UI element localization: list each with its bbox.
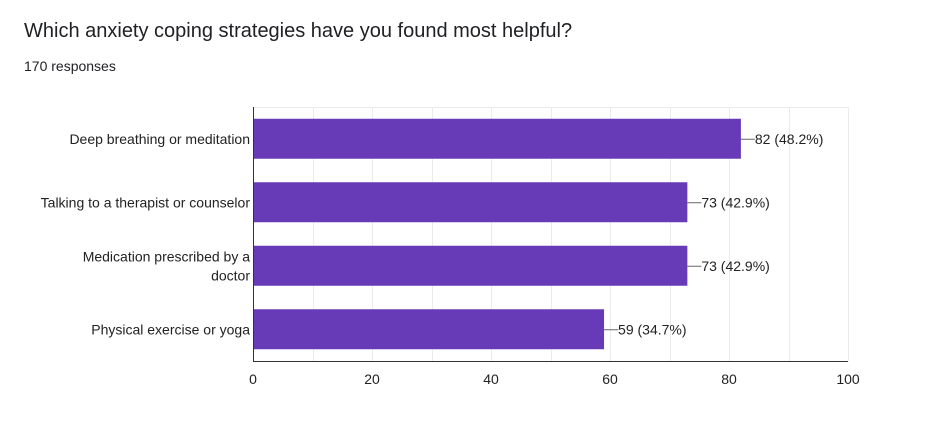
- question-title: Which anxiety coping strategies have you…: [24, 20, 573, 42]
- x-tick-label: 60: [602, 371, 618, 387]
- bar: [253, 309, 605, 350]
- axes: 0 20 40 60 80 100: [249, 107, 860, 387]
- category-label: doctor: [211, 267, 250, 283]
- x-tick-label: 100: [836, 371, 860, 387]
- category-label: Physical exercise or yoga: [91, 321, 250, 337]
- x-tick-label: 80: [721, 371, 737, 387]
- bar: [253, 182, 688, 223]
- response-count: 170 responses: [24, 58, 116, 74]
- data-label: 73 (42.9%): [701, 194, 769, 210]
- category-label: Talking to a therapist or counselor: [41, 194, 251, 210]
- x-tick-label: 40: [483, 371, 499, 387]
- bars: [253, 118, 741, 350]
- bar: [253, 245, 688, 286]
- x-tick-label: 20: [364, 371, 380, 387]
- bar: [253, 118, 741, 159]
- data-label: 59 (34.7%): [618, 321, 686, 337]
- labels: 82 (48.2%) Deep breathing or meditation 73…: [41, 131, 824, 338]
- category-label: Deep breathing or meditation: [69, 131, 250, 147]
- data-label: 82 (48.2%): [755, 131, 823, 147]
- category-label: Medication prescribed by a: [83, 248, 251, 264]
- x-tick-label: 0: [249, 371, 257, 387]
- data-label: 73 (42.9%): [701, 258, 769, 274]
